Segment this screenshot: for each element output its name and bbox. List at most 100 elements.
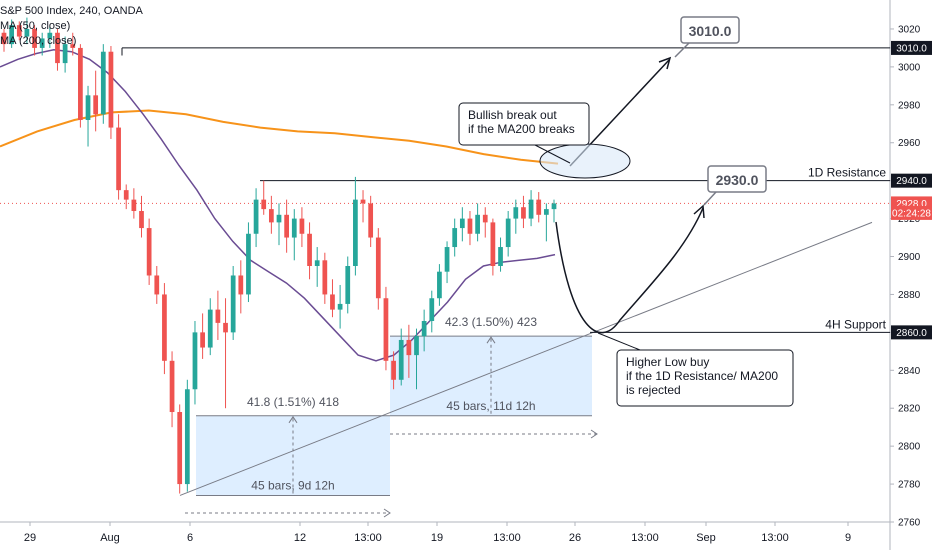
candle-body xyxy=(268,209,274,223)
candle-body xyxy=(498,247,503,266)
x-tick-label: 19 xyxy=(431,532,443,544)
measure-1-change: 41.8 (1.51%) 418 xyxy=(247,395,339,409)
candle-body xyxy=(337,303,343,310)
candle-body xyxy=(32,28,37,48)
candle-body xyxy=(100,51,106,115)
price-label-4: 2860.0 xyxy=(896,328,927,339)
candle-body xyxy=(116,127,121,191)
candle-body xyxy=(345,266,351,304)
candle-body xyxy=(1,32,7,45)
candle-body xyxy=(421,320,427,337)
x-tick-label: 13:00 xyxy=(631,532,659,544)
ascending-trendline xyxy=(179,221,873,496)
y-tick-label: 2820 xyxy=(898,404,921,415)
measure-1-arrow xyxy=(288,415,298,424)
x-tick-label: 26 xyxy=(569,532,581,544)
projection-curve-arrowhead xyxy=(693,204,705,219)
candle-body xyxy=(330,294,335,310)
x-tick-label: 13:00 xyxy=(354,532,382,544)
candle-body xyxy=(55,32,60,64)
candle-body xyxy=(16,25,22,37)
candle-body xyxy=(62,44,68,64)
higher-low-note-line: is rejected xyxy=(626,383,681,397)
target-3010-pointer xyxy=(674,42,690,58)
projection-curve xyxy=(555,207,704,334)
legend-symbol: S&P 500 Index, 240, OANDA xyxy=(0,5,143,17)
chart-legend: S&P 500 Index, 240, OANDA MA (50, close)… xyxy=(0,4,143,49)
candle-body xyxy=(490,222,496,266)
target-3010-text: 3010.0 xyxy=(689,23,732,39)
y-tick-label: 2760 xyxy=(898,518,921,529)
y-tick-label: 2840 xyxy=(898,366,921,377)
candle-body xyxy=(414,336,419,356)
y-tick-label: 3020 xyxy=(898,24,921,35)
candle-body xyxy=(39,38,45,48)
candle-body xyxy=(246,233,251,295)
candle-body xyxy=(406,339,412,356)
price-label-bg-0 xyxy=(891,40,932,55)
candle-body xyxy=(368,203,374,238)
price-label-2: 2928.0 xyxy=(896,199,927,210)
candle-body xyxy=(467,218,473,234)
candle-body xyxy=(24,28,30,37)
higher-low-note-line: Higher Low buy xyxy=(626,355,709,369)
candle-body xyxy=(314,260,320,266)
higher-low-note-line: if the 1D Resistance/ MA200 xyxy=(626,369,778,383)
candle-body xyxy=(146,228,152,276)
candle-body xyxy=(184,389,190,485)
candle-body xyxy=(375,237,381,299)
y-tick-label: 3000 xyxy=(898,62,921,73)
candle-body xyxy=(543,209,549,215)
candle-body xyxy=(9,25,15,45)
measure-1-h-arrow xyxy=(383,508,391,518)
candle-body xyxy=(513,207,519,219)
candle-body xyxy=(70,44,76,48)
candle-body xyxy=(505,218,511,248)
y-tick-label: 2880 xyxy=(898,290,921,301)
price-label-1: 2940.0 xyxy=(896,176,927,187)
x-tick-label: 6 xyxy=(187,532,193,544)
legend-ma50: MA (50, close) xyxy=(0,20,71,32)
ma200-break-ellipse xyxy=(539,143,631,179)
price-label-bg-3 xyxy=(891,205,932,220)
candle-body xyxy=(475,214,480,234)
candle-body xyxy=(154,275,160,295)
candle-body xyxy=(78,47,83,120)
candle-body xyxy=(291,218,297,238)
candle-body xyxy=(276,214,282,223)
y-tick-label: 2960 xyxy=(898,138,921,149)
ma200-line xyxy=(0,109,559,165)
candle-body xyxy=(162,294,167,361)
candle-body xyxy=(139,211,144,229)
candle-body xyxy=(261,199,267,210)
candle-body xyxy=(353,199,358,266)
candle-body xyxy=(192,332,198,390)
candle-body xyxy=(307,233,312,266)
measure-2-bars: 45 bars, 11d 12h xyxy=(446,399,535,413)
x-tick-label: 13:00 xyxy=(761,532,789,544)
x-tick-label: 9 xyxy=(845,532,851,544)
candle-body xyxy=(452,228,458,248)
higher-low-note-box xyxy=(616,349,794,407)
candle-body xyxy=(383,298,389,361)
price-label-bg-1 xyxy=(891,173,932,188)
x-tick-label: 13:00 xyxy=(493,532,521,544)
candle-body xyxy=(360,199,366,204)
candle-body xyxy=(238,275,244,295)
candle-body xyxy=(437,271,442,299)
x-tick-label: Sep xyxy=(696,532,716,544)
price-label-3: 02:24:28 xyxy=(892,208,931,219)
x-tick-label: 12 xyxy=(294,532,306,544)
candle-body xyxy=(108,51,114,128)
candle-body xyxy=(551,203,557,210)
measure-2-h-arrow xyxy=(590,429,598,439)
candle-body xyxy=(459,218,465,229)
candle-body xyxy=(482,214,488,223)
candle-body xyxy=(391,360,396,380)
candle-body xyxy=(93,95,99,115)
price-label-bg-4 xyxy=(891,325,932,340)
candle-body xyxy=(207,309,213,348)
candle-body xyxy=(177,412,183,485)
